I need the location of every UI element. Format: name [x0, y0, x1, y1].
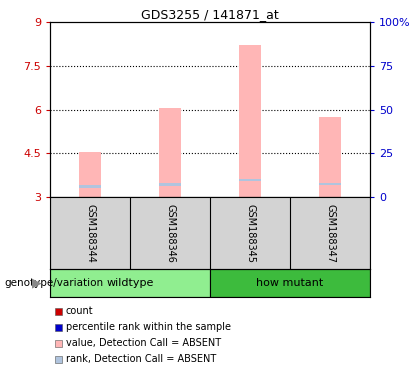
Text: GSM188346: GSM188346 [165, 204, 175, 262]
Bar [79, 152, 101, 197]
Text: how mutant: how mutant [256, 278, 324, 288]
Bar [79, 185, 101, 188]
Bar [50, 269, 210, 297]
Text: genotype/variation: genotype/variation [4, 278, 103, 288]
Text: percentile rank within the sample: percentile rank within the sample [66, 322, 231, 332]
Text: rank, Detection Call = ABSENT: rank, Detection Call = ABSENT [66, 354, 216, 364]
Bar [239, 45, 261, 197]
Text: GSM188345: GSM188345 [245, 204, 255, 263]
Text: value, Detection Call = ABSENT: value, Detection Call = ABSENT [66, 338, 221, 348]
Title: GDS3255 / 141871_at: GDS3255 / 141871_at [141, 8, 279, 21]
Text: GSM188344: GSM188344 [85, 204, 95, 262]
Bar [319, 182, 341, 185]
Text: count: count [66, 306, 94, 316]
Text: ▶: ▶ [32, 276, 42, 290]
Bar [239, 179, 261, 181]
Bar [159, 184, 181, 186]
Bar [319, 117, 341, 197]
Text: GSM188347: GSM188347 [325, 204, 335, 263]
Bar [210, 269, 370, 297]
Bar [159, 108, 181, 197]
Text: wildtype: wildtype [106, 278, 154, 288]
